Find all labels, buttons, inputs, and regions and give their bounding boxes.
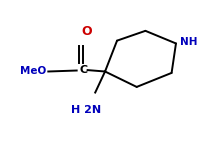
Text: MeO: MeO bbox=[20, 66, 46, 76]
Text: H 2N: H 2N bbox=[71, 105, 102, 115]
Text: NH: NH bbox=[180, 37, 198, 47]
Text: C: C bbox=[80, 65, 88, 75]
Text: O: O bbox=[81, 25, 92, 38]
